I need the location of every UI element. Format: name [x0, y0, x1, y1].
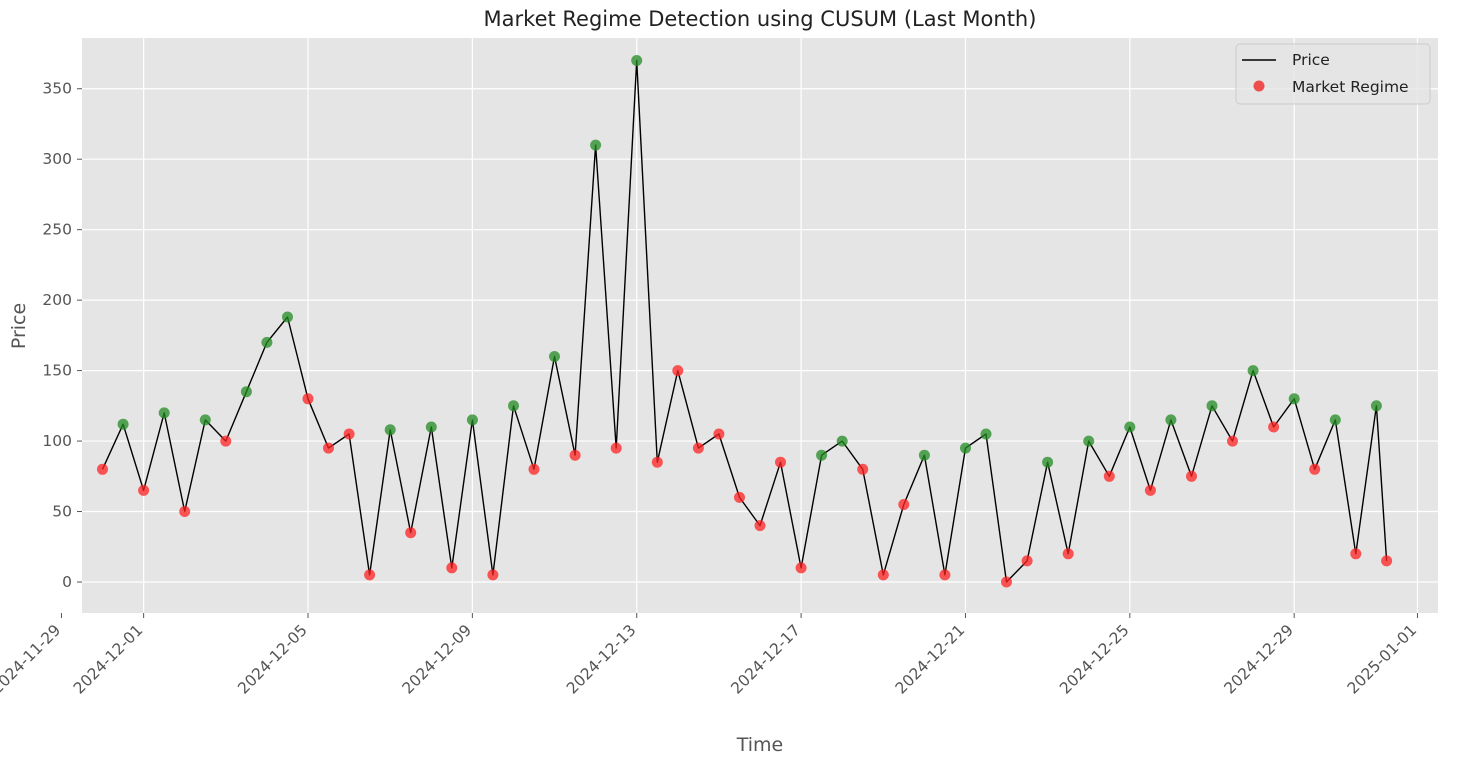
- y-axis-label: Price: [8, 303, 30, 349]
- regime-marker-down: [775, 456, 786, 468]
- y-tick-label: 50: [52, 503, 72, 521]
- y-axis: 0 50 100 150 200 250 300 350: [42, 80, 82, 591]
- regime-marker-down: [713, 428, 725, 440]
- regime-marker-up: [1124, 421, 1136, 433]
- regime-marker-up: [1329, 414, 1341, 426]
- regime-marker-up: [261, 336, 273, 348]
- regime-marker-down: [939, 569, 951, 581]
- x-tick-label: 2024-12-09: [399, 621, 475, 697]
- regime-marker-up: [240, 386, 252, 398]
- price-line-layer: [101, 59, 1388, 583]
- regime-marker-up: [158, 407, 170, 419]
- regime-marker-up: [590, 139, 602, 151]
- price-line: [101, 59, 1388, 583]
- regime-marker-down: [1021, 555, 1033, 567]
- legend-regime-swatch: [1253, 80, 1265, 92]
- x-tick-label: 2024-12-25: [1056, 621, 1132, 697]
- regime-marker-down: [1350, 548, 1362, 560]
- y-tick-label: 150: [42, 362, 72, 380]
- regime-marker-down: [1268, 421, 1280, 433]
- regime-marker-down: [1227, 435, 1238, 447]
- regime-marker-up: [549, 351, 560, 362]
- x-axis: 2024-11-29 2024-12-01 2024-12-05 2024-12-09…: [0, 613, 1420, 698]
- regime-marker-down: [220, 435, 232, 447]
- regime-marker-down: [446, 562, 458, 574]
- regime-marker-down: [138, 484, 150, 496]
- regime-marker-down: [1062, 548, 1074, 560]
- regime-marker-down: [487, 569, 499, 581]
- regime-marker-down: [1309, 463, 1321, 475]
- regime-marker-down: [857, 463, 869, 475]
- regime-marker-down: [364, 569, 376, 581]
- regime-marker-up: [466, 414, 478, 426]
- regime-marker-down: [734, 491, 745, 503]
- y-tick-label: 350: [42, 80, 72, 98]
- regime-marker-up: [631, 55, 643, 66]
- regime-marker-down: [1001, 576, 1012, 588]
- y-tick-label: 200: [42, 291, 72, 309]
- x-tick-label: 2024-11-29: [0, 621, 64, 697]
- x-axis-label: Time: [736, 734, 784, 756]
- regime-marker-down: [754, 520, 766, 532]
- regime-marker-down: [528, 463, 540, 475]
- legend: Price Market Regime: [1235, 43, 1431, 105]
- y-tick-label: 300: [42, 150, 72, 168]
- x-tick-label: 2024-12-29: [1221, 621, 1297, 697]
- regime-marker-up: [425, 421, 437, 433]
- legend-regime-label: Market Regime: [1292, 78, 1409, 96]
- regime-marker-down: [898, 499, 910, 510]
- regime-marker-down: [569, 449, 581, 461]
- regime-marker-down: [1103, 470, 1115, 482]
- x-tick-label: 2024-12-21: [892, 621, 968, 697]
- regime-marker-down: [179, 506, 191, 517]
- regime-marker-up: [1206, 400, 1218, 412]
- regime-marker-down: [405, 527, 417, 539]
- x-tick-label: 2024-12-13: [563, 621, 639, 697]
- chart-title: Market Regime Detection using CUSUM (Las…: [484, 7, 1037, 31]
- regime-marker-up: [199, 414, 211, 426]
- regime-marker-up: [816, 449, 828, 461]
- regime-marker-down: [1144, 484, 1156, 496]
- regime-marker-up: [1042, 456, 1054, 468]
- regime-marker-down: [795, 562, 807, 574]
- x-tick-label: 2024-12-01: [70, 621, 146, 697]
- y-tick-label: 100: [42, 432, 72, 450]
- regime-marker-up: [1165, 414, 1177, 426]
- regime-marker-up: [836, 435, 848, 447]
- regime-marker-down: [877, 569, 889, 581]
- regime-marker-up: [384, 424, 396, 436]
- legend-box: [1235, 43, 1431, 105]
- regime-marker-up: [1288, 393, 1300, 405]
- regime-marker-up: [508, 400, 519, 412]
- regime-marker-down: [343, 428, 355, 440]
- regime-marker-down: [1381, 555, 1393, 567]
- regime-marker-down: [1186, 470, 1197, 482]
- regime-marker-up: [1083, 435, 1095, 447]
- x-tick-label: 2025-01-01: [1344, 621, 1420, 697]
- regime-marker-up: [980, 428, 992, 440]
- regime-marker-up: [1247, 365, 1259, 377]
- regime-marker-up: [918, 449, 930, 461]
- y-tick-label: 250: [42, 221, 72, 239]
- regime-marker-down: [692, 442, 704, 454]
- regime-marker-up: [117, 418, 129, 430]
- regime-marker-down: [97, 463, 108, 475]
- regime-marker-down: [651, 456, 663, 468]
- regime-marker-up: [1370, 400, 1382, 412]
- y-tick-label: 0: [62, 573, 72, 591]
- regime-marker-down: [323, 442, 334, 454]
- x-tick-label: 2024-12-17: [727, 621, 803, 697]
- regime-markers: [97, 55, 1393, 588]
- regime-marker-up: [282, 311, 293, 323]
- regime-marker-down: [302, 393, 314, 405]
- legend-price-label: Price: [1292, 51, 1330, 69]
- grid: [60, 38, 1438, 613]
- regime-marker-up: [960, 442, 971, 454]
- x-tick-label: 2024-12-05: [234, 621, 310, 697]
- regime-marker-down: [672, 365, 684, 377]
- regime-marker-down: [610, 442, 622, 454]
